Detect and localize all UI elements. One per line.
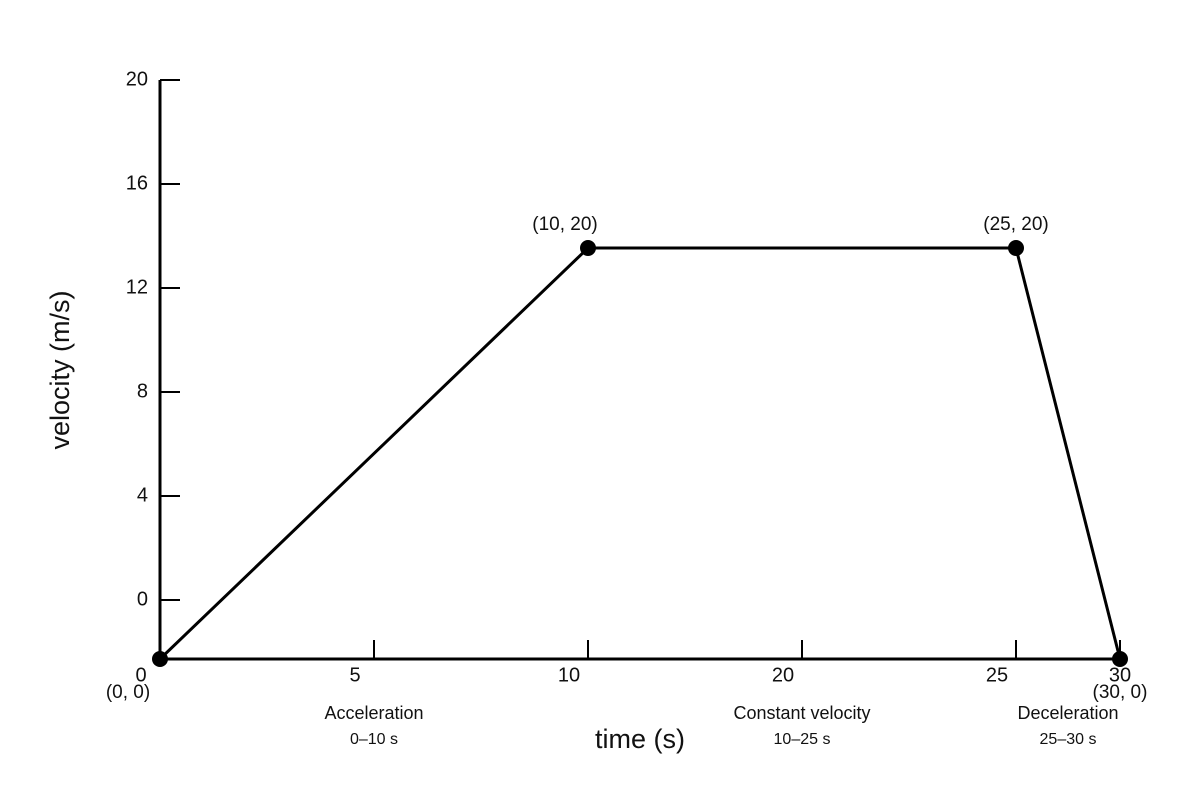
y-tick-label: 0 (137, 588, 148, 610)
point-label: (25, 20) (983, 214, 1048, 235)
y-tick-label: 12 (126, 276, 148, 298)
point-label: (10, 20) (532, 214, 597, 235)
x-tick-label: 25 (986, 664, 1008, 686)
phase-range: 0–10 s (350, 731, 398, 748)
x-tick-label: 10 (558, 664, 580, 686)
x-tick-label: 20 (772, 664, 794, 686)
y-axis-title: velocity (m/s) (45, 290, 75, 449)
velocity-line (158, 246, 1122, 661)
phase-name: Acceleration (324, 703, 423, 723)
phase-name: Constant velocity (733, 703, 870, 723)
x-tick-label: 0 (135, 664, 146, 686)
point-label: (0, 0) (106, 682, 150, 703)
phase-range: 10–25 s (774, 731, 831, 748)
x-tick-label: 30 (1109, 664, 1131, 686)
y-tick-label: 20 (126, 68, 148, 90)
point (580, 240, 596, 256)
phase-name: Deceleration (1017, 703, 1118, 723)
y-tick-label: 16 (126, 172, 148, 194)
point (1008, 240, 1024, 256)
x-axis-title: time (s) (595, 724, 685, 754)
y-tick-label: 4 (137, 484, 148, 506)
point (152, 651, 168, 667)
x-tick-label: 5 (349, 664, 360, 686)
phase-range: 25–30 s (1040, 731, 1097, 748)
y-tick-label: 8 (137, 380, 148, 402)
point-label: (30, 0) (1093, 682, 1148, 703)
